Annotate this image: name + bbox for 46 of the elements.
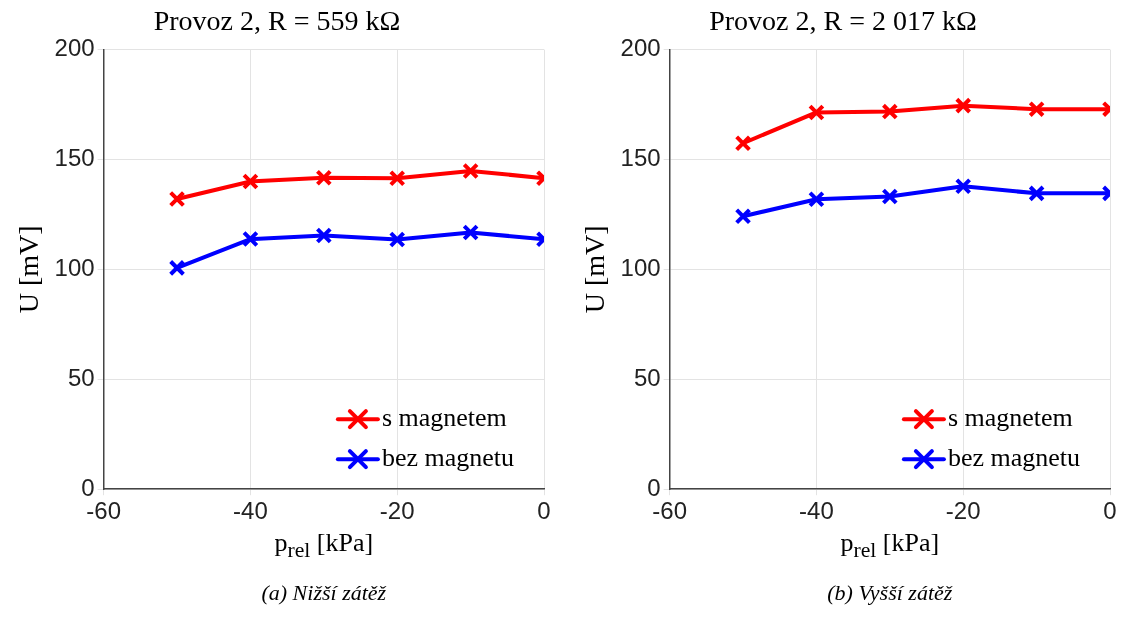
- y-tick-label: 150: [620, 144, 661, 172]
- point: [954, 97, 972, 115]
- point: [954, 177, 972, 195]
- y-tick-label: 50: [67, 363, 95, 391]
- x-tick-label: 0: [537, 497, 551, 525]
- point: [881, 188, 899, 205]
- x-tick-label: 0: [1103, 497, 1117, 525]
- point: [1028, 184, 1045, 202]
- point: [168, 190, 186, 208]
- point: [881, 103, 899, 120]
- point: [168, 259, 186, 277]
- point: [315, 227, 333, 244]
- legend-label: s magnetem: [947, 403, 1073, 433]
- text: (a) Nižší zátěž: [261, 580, 387, 606]
- y-tick-label: 150: [54, 144, 95, 172]
- point: [808, 190, 825, 208]
- legend-label: s magnetem: [381, 403, 507, 433]
- point: [315, 169, 333, 187]
- point: [388, 169, 406, 187]
- x-tick-label: -20: [945, 497, 981, 525]
- point: [242, 230, 259, 248]
- y-axis-title: U [mV]: [579, 225, 611, 314]
- x-axis-title: p$_{rel}$ [kPa]: [840, 528, 940, 564]
- y-axis-title: U [mV]: [13, 225, 45, 314]
- chart-title: Provoz 2, R = 559 kΩ: [153, 5, 401, 37]
- y-tick-label: 200: [54, 34, 95, 62]
- chart-title: Provoz 2, R = 2 017 kΩ: [709, 5, 977, 37]
- point: [808, 104, 825, 121]
- legend-label: bez magnetu: [947, 443, 1080, 473]
- x-axis-title: p$_{rel}$ [kPa]: [274, 528, 374, 564]
- x-tick-label: -40: [799, 497, 834, 525]
- point: [388, 231, 406, 248]
- x-tick-label: -20: [379, 497, 415, 525]
- point: [462, 224, 479, 241]
- y-tick-label: 100: [620, 254, 661, 282]
- text: (b) Vyšší zátěž: [827, 580, 953, 606]
- legend-label: bez magnetu: [381, 443, 514, 473]
- point: [734, 207, 752, 225]
- x-tick-label: -40: [233, 497, 268, 525]
- y-tick-label: 200: [620, 34, 661, 62]
- point: [1028, 100, 1045, 118]
- y-tick-label: 50: [633, 363, 661, 391]
- point: [242, 173, 259, 190]
- point: [462, 162, 479, 180]
- y-tick-label: 100: [54, 254, 95, 282]
- point: [734, 134, 752, 152]
